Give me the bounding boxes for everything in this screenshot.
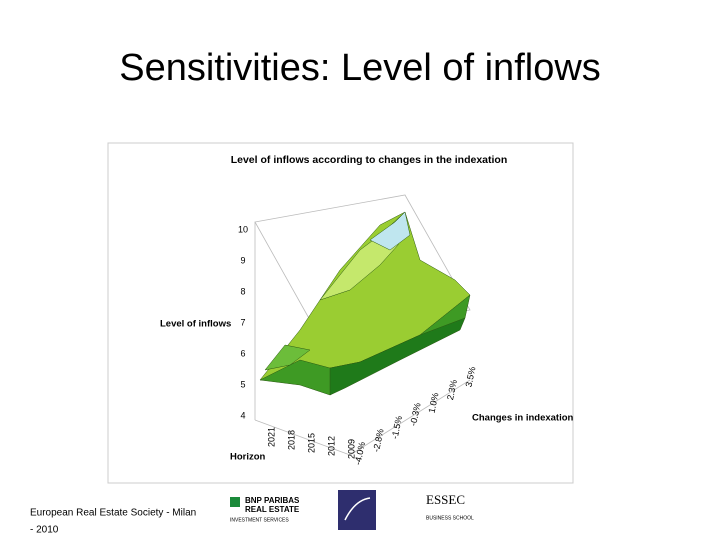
logo-text: BNP PARIBAS — [245, 496, 300, 505]
logo-box — [338, 490, 376, 530]
logo-text: INVESTMENT SERVICES — [230, 517, 289, 523]
footer-text: - 2010 — [30, 525, 59, 536]
x-tick-label: 2021 — [266, 427, 276, 447]
x-tick-label: 2018 — [286, 430, 296, 450]
z-axis-label: Level of inflows — [160, 319, 231, 330]
y-tick-label: -4.0% — [352, 441, 367, 466]
y-tick-label: 1.0% — [426, 392, 440, 414]
y-tick-label: 2.3% — [445, 379, 459, 401]
z-tick-label: 5 — [240, 379, 245, 389]
x-tick-label: 2009 — [346, 439, 356, 459]
z-tick-label: 7 — [240, 317, 245, 327]
z-tick-label: 8 — [240, 286, 245, 296]
x-tick-label: 2012 — [326, 436, 336, 456]
y-axis-label: Changes in indexation — [472, 413, 574, 424]
footer-text: European Real Estate Society - Milan — [30, 508, 196, 519]
y-tick-label: -1.5% — [389, 415, 404, 440]
z-tick-label: 4 — [240, 410, 245, 420]
logo-text: BUSINESS SCHOOL — [426, 515, 474, 521]
y-tick-label: -2.8% — [371, 428, 386, 453]
logo-mark — [344, 497, 371, 521]
z-tick-label: 6 — [240, 348, 245, 358]
logo-icon — [230, 497, 240, 507]
back-walls — [254, 194, 471, 456]
x-axis-label: Horizon — [230, 452, 266, 463]
z-tick-label: 9 — [240, 255, 245, 265]
y-tick-label: -0.3% — [408, 402, 423, 427]
x-tick-label: 2015 — [306, 433, 316, 453]
y-tick-label: 3.5% — [463, 366, 477, 388]
logo-text: REAL ESTATE — [245, 505, 300, 514]
slide-title: Sensitivities: Level of inflows — [119, 47, 601, 89]
logo-text: ESSEC — [426, 492, 465, 507]
z-tick-label: 10 — [238, 224, 248, 234]
surface — [259, 211, 471, 396]
chart-title: Level of inflows according to changes in… — [231, 154, 508, 166]
